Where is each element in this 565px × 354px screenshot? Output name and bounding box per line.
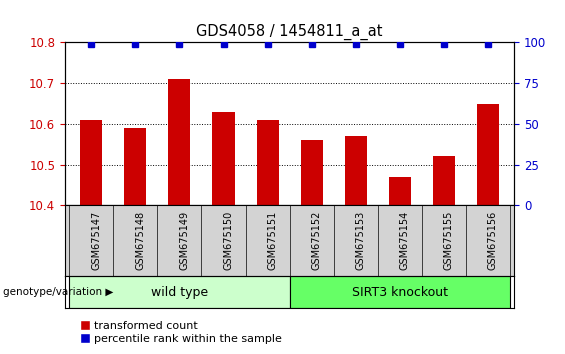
Text: SIRT3 knockout: SIRT3 knockout (351, 286, 447, 298)
Text: GSM675147: GSM675147 (92, 211, 101, 270)
Text: GSM675150: GSM675150 (224, 211, 233, 270)
Bar (212, 112, 234, 205)
Text: GSM675156: GSM675156 (488, 211, 498, 270)
Text: GSM675151: GSM675151 (268, 211, 277, 270)
Bar (389, 177, 411, 205)
Text: GSM675155: GSM675155 (444, 211, 454, 270)
Text: GSM675148: GSM675148 (136, 211, 145, 270)
Text: GSM675152: GSM675152 (311, 211, 321, 270)
Bar (257, 120, 279, 205)
Bar (124, 128, 146, 205)
Legend: transformed count, percentile rank within the sample: transformed count, percentile rank withi… (76, 316, 286, 348)
Text: GSM675154: GSM675154 (399, 211, 410, 270)
Bar (168, 79, 190, 205)
Bar (345, 136, 367, 205)
Text: genotype/variation ▶: genotype/variation ▶ (3, 287, 113, 297)
Bar (433, 156, 455, 205)
Text: GSM675153: GSM675153 (355, 211, 366, 270)
Text: GSM675149: GSM675149 (180, 211, 189, 270)
Title: GDS4058 / 1454811_a_at: GDS4058 / 1454811_a_at (196, 23, 383, 40)
Bar (80, 120, 102, 205)
Bar (289, 276, 510, 308)
Bar (477, 104, 499, 205)
Bar (69, 276, 289, 308)
Text: wild type: wild type (151, 286, 208, 298)
Bar (301, 140, 323, 205)
